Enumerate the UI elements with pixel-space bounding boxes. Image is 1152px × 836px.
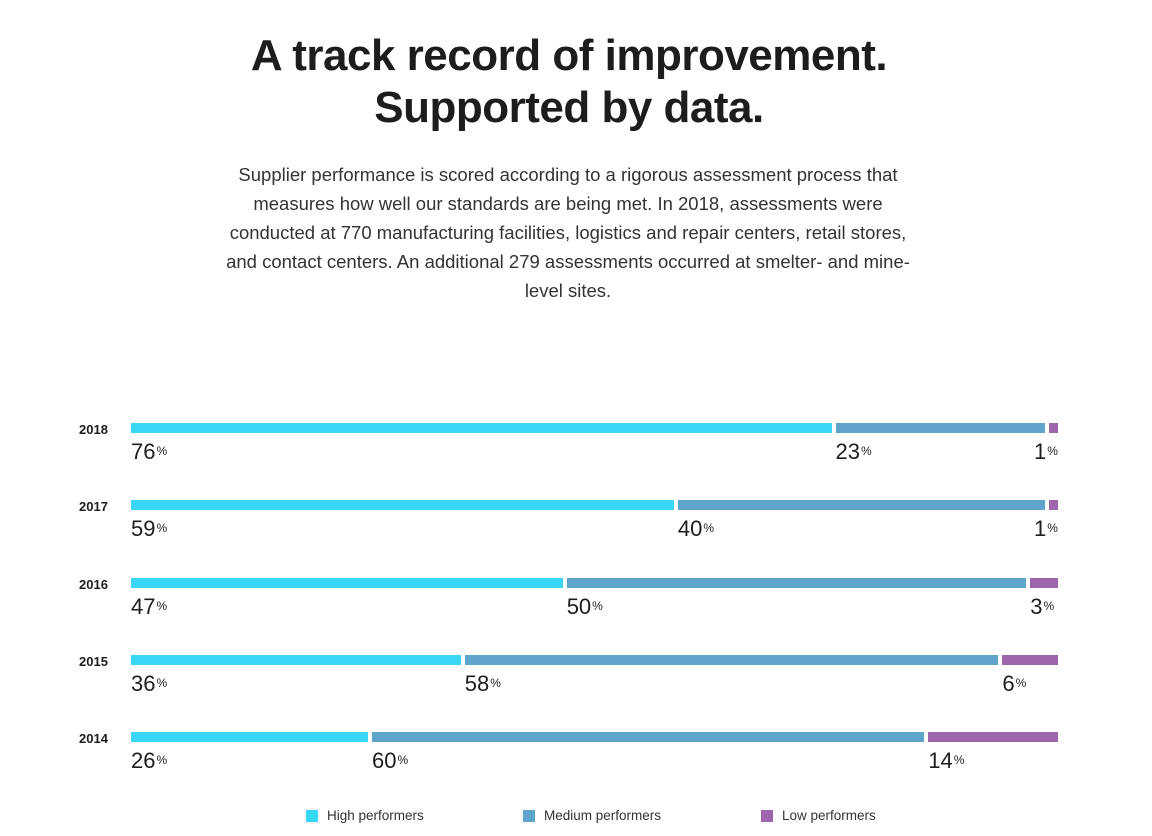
year-label: 2018 [79,422,108,437]
bar-segment-high [131,732,369,743]
data-label: 76% [131,439,168,464]
legend-swatch [523,809,535,822]
legend-label: High performers [327,808,424,823]
bar-segment-high [131,654,461,665]
data-label: 47% [131,593,168,619]
data-label: 14% [928,748,965,774]
bar-segment-medium [677,500,1045,511]
bar-segment-high [131,577,563,588]
bar-row-2018: 2018 76% 23% 1% [0,422,1152,483]
bar-segment-medium [566,577,1027,588]
data-label: 58% [464,670,501,696]
bar-segment-low [1048,500,1058,511]
bar-segment-low [1030,577,1058,588]
bar-segment-medium [372,732,925,743]
intro-paragraph: Supplier performance is scored according… [226,164,910,301]
year-label: 2015 [79,653,108,669]
year-label: 2014 [79,731,108,747]
data-label: 50% [566,593,603,619]
legend-item: Medium performers [523,808,661,823]
bar-row-2016: 2016 47% 50% 3% [0,576,1152,638]
data-label: 26% [131,748,168,774]
legend-item: Low performers [761,808,876,823]
title-line-1: A track record of improvement. [250,31,888,80]
bar-segment-high [131,423,832,433]
page-title: A track record of improvement. Supported… [0,30,1138,134]
bar-segment-low [928,732,1058,743]
data-label: 59% [131,516,168,542]
bar-segment-high [131,500,674,511]
bar-row-2017: 2017 59% 40% 1% [0,499,1152,560]
bar-row-2014: 2014 26% 60% 14% [0,731,1152,792]
year-label: 2016 [79,576,108,592]
bar-segment-medium [835,423,1045,433]
title-line-2: Supported by data. [374,83,764,132]
data-label: 60% [372,748,409,774]
bar-segment-low [1002,654,1058,665]
legend-item: High performers [306,808,424,823]
data-label: 3% [1030,593,1055,619]
bar-row-2015: 2015 36% 58% 6% [0,653,1152,715]
data-label: 36% [131,670,168,696]
legend-label: Medium performers [544,808,662,823]
legend-swatch [761,809,773,822]
data-label: 1% [1034,439,1058,464]
legend-label: Low performers [782,808,876,823]
year-label: 2017 [79,499,108,515]
data-label: 1% [1034,516,1058,542]
bar-segment-medium [464,654,999,665]
data-label: 23% [835,439,872,464]
data-label: 40% [677,516,715,542]
bar-segment-low [1048,423,1058,433]
data-label: 6% [1002,670,1027,696]
legend-swatch [306,809,318,822]
